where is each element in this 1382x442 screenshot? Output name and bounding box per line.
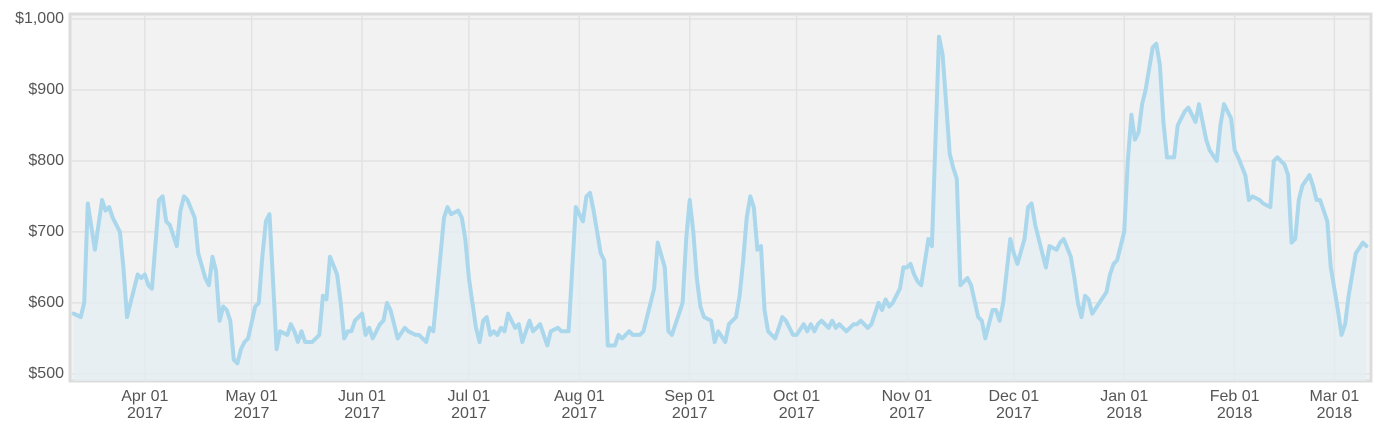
x-tick-label: 2018 [1317,405,1353,422]
y-tick-label: $600 [28,294,64,311]
x-tick-label: Mar 01 [1309,388,1359,405]
x-tick-label: May 01 [225,388,278,405]
x-tick-label: Feb 01 [1210,388,1260,405]
x-tick-label: 2017 [451,405,487,422]
area [73,36,1367,381]
y-tick-label: $700 [28,223,64,240]
x-tick-label: Oct 01 [773,388,820,405]
x-tick-label: 2017 [672,405,708,422]
x-tick-label: 2017 [562,405,598,422]
x-tick-label: Nov 01 [882,388,933,405]
x-tick-label: 2017 [996,405,1032,422]
x-tick-label: Jul 01 [448,388,491,405]
line [71,34,1369,366]
x-tick-label: 2018 [1106,405,1142,422]
x-tick-label: 2017 [344,405,380,422]
x-tick-label: Jun 01 [338,388,386,405]
y-tick-label: $1,000 [15,10,64,27]
y-tick-label: $900 [28,81,64,98]
x-tick-label: Apr 01 [121,388,168,405]
y-tick-label: $500 [28,365,64,382]
x-tick-label: 2018 [1217,405,1253,422]
y-tick-label: $800 [28,152,64,169]
x-tick-label: Dec 01 [988,388,1039,405]
x-tick-label: Aug 01 [554,388,605,405]
x-tick-label: Jan 01 [1100,388,1148,405]
x-tick-label: 2017 [889,405,925,422]
x-tick-label: 2017 [234,405,270,422]
x-tick-label: 2017 [779,405,815,422]
x-tick-label: 2017 [127,405,163,422]
x-tick-label: Sep 01 [664,388,715,405]
